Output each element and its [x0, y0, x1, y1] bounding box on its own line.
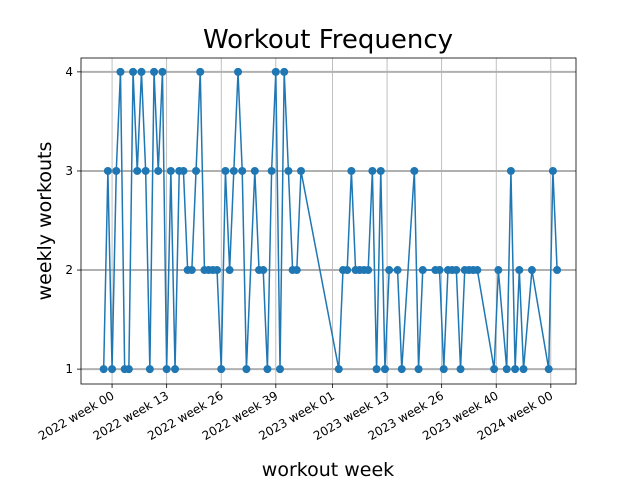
point — [280, 67, 289, 76]
point — [225, 266, 234, 275]
point — [343, 266, 352, 275]
point — [334, 365, 343, 374]
y-axis-label: weekly workouts — [34, 142, 56, 301]
point — [150, 67, 159, 76]
point — [506, 166, 515, 175]
point — [473, 266, 482, 275]
point — [410, 166, 419, 175]
point — [124, 365, 133, 374]
point — [213, 266, 222, 275]
point — [544, 365, 553, 374]
point — [221, 166, 230, 175]
point — [494, 266, 503, 275]
point — [456, 365, 465, 374]
point — [154, 166, 163, 175]
point — [234, 67, 243, 76]
point — [292, 266, 301, 275]
point — [276, 365, 285, 374]
point — [435, 266, 444, 275]
y-tick-label: 2 — [65, 263, 73, 277]
point — [385, 266, 394, 275]
point — [263, 365, 272, 374]
y-tick-label: 1 — [65, 362, 73, 376]
point — [242, 365, 251, 374]
point — [284, 166, 293, 175]
point — [452, 266, 461, 275]
point — [99, 365, 108, 374]
point — [515, 266, 524, 275]
point — [490, 365, 499, 374]
point — [527, 266, 536, 275]
point — [116, 67, 125, 76]
point — [418, 266, 427, 275]
point — [502, 365, 511, 374]
point — [297, 166, 305, 175]
point — [439, 365, 448, 374]
point — [196, 67, 205, 76]
point — [548, 166, 557, 175]
y-tick-label: 3 — [65, 164, 73, 178]
point — [376, 166, 385, 175]
point — [368, 166, 377, 175]
point — [271, 67, 280, 76]
point — [267, 166, 276, 175]
y-tick-label: 4 — [65, 65, 73, 79]
point — [259, 266, 268, 275]
point — [553, 266, 562, 275]
point — [250, 166, 259, 175]
point — [129, 67, 138, 76]
plot-frame — [80, 57, 577, 385]
point — [511, 365, 520, 374]
point — [393, 266, 402, 275]
point — [519, 365, 528, 374]
point — [137, 67, 146, 76]
point — [112, 166, 121, 175]
point — [145, 365, 154, 374]
point — [179, 166, 188, 175]
point — [192, 166, 201, 175]
point — [141, 166, 150, 175]
point — [162, 365, 171, 374]
point — [372, 365, 381, 374]
chart-title: Workout Frequency — [203, 25, 453, 55]
point — [229, 166, 238, 175]
point — [108, 365, 117, 374]
point — [133, 166, 142, 175]
point — [103, 166, 112, 175]
point — [380, 365, 389, 374]
point — [397, 365, 406, 374]
x-axis-label: workout week — [262, 459, 394, 480]
point — [171, 365, 180, 374]
point — [364, 266, 373, 275]
point — [187, 266, 196, 275]
point — [347, 166, 356, 175]
point — [166, 166, 175, 175]
point — [414, 365, 423, 374]
point — [158, 67, 167, 76]
point — [217, 365, 226, 374]
point — [238, 166, 247, 175]
